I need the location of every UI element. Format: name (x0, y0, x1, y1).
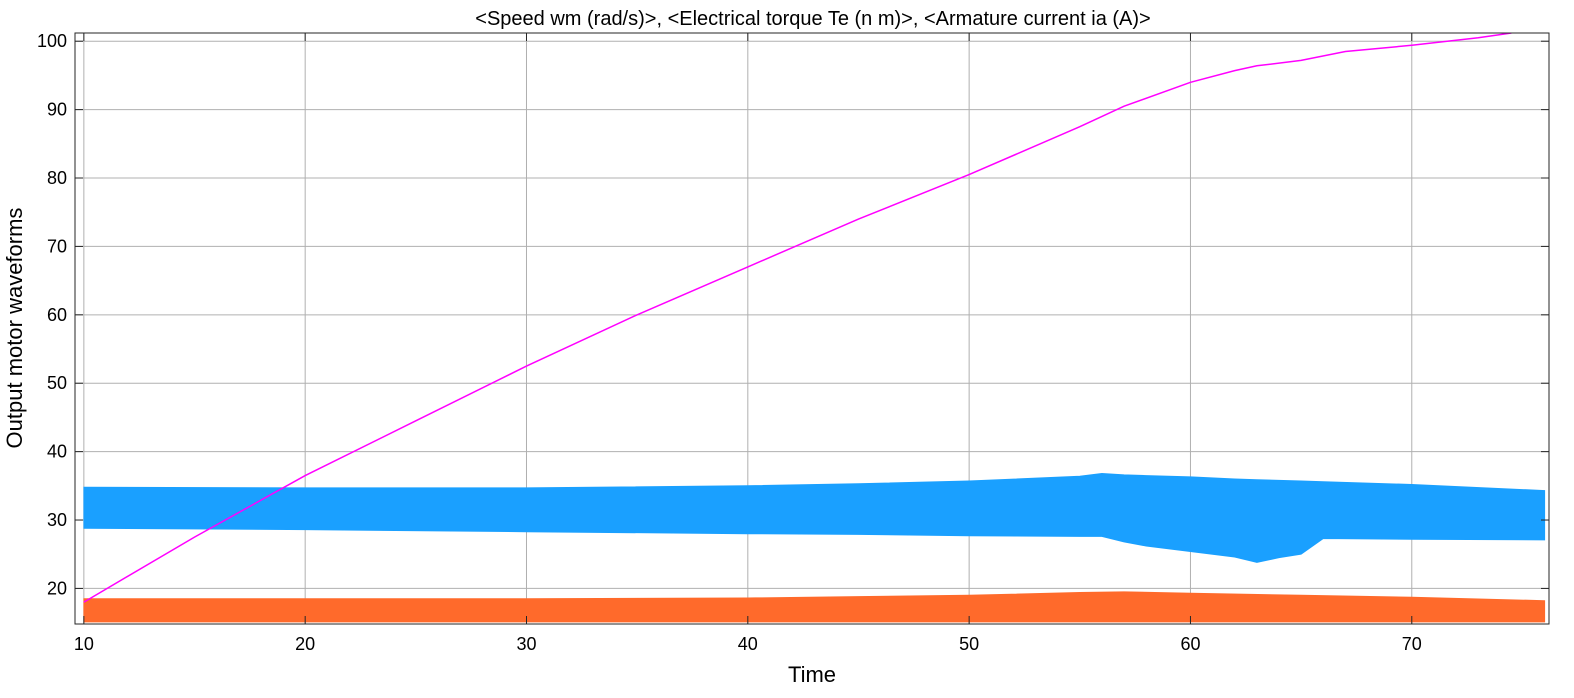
plot-frame (74, 32, 1550, 625)
y-tick-label: 40 (47, 442, 67, 462)
plot-area: 10 20 30 40 50 60 70 20 30 40 50 60 70 80 90 100 (37, 31, 1550, 654)
y-axis-label: Output motor waveforms (2, 208, 27, 449)
current-series-band (83, 472, 1546, 563)
x-tick-label: 70 (1402, 634, 1422, 654)
y-tick-label: 70 (47, 236, 67, 256)
y-tick-label: 20 (47, 578, 67, 598)
y-tick-label: 50 (47, 373, 67, 393)
x-tick-label: 20 (295, 634, 315, 654)
x-axis-label: Time (788, 662, 836, 687)
x-tick-label: 60 (1180, 634, 1200, 654)
ticks: 10 20 30 40 50 60 70 20 30 40 50 60 70 80 90 100 (37, 31, 1549, 654)
y-tick-label: 80 (47, 168, 67, 188)
grid (75, 33, 1549, 624)
y-tick-label: 90 (47, 100, 67, 120)
x-tick-label: 40 (738, 634, 758, 654)
chart-title: <Speed wm (rad/s)>, <Electrical torque T… (475, 8, 1150, 30)
x-tick-label: 10 (74, 634, 94, 654)
x-tick-label: 30 (516, 634, 536, 654)
x-tick-label: 50 (959, 634, 979, 654)
y-tick-label: 60 (47, 305, 67, 325)
speed-series-line (83, 33, 1512, 603)
y-tick-label: 100 (37, 31, 67, 51)
y-tick-label: 30 (47, 510, 67, 530)
